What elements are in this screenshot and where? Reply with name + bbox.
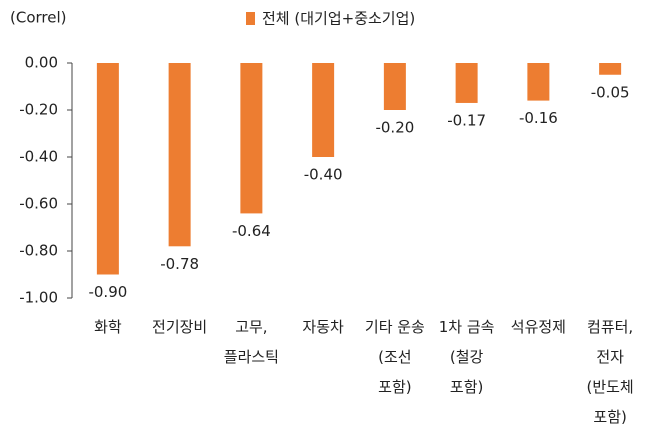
bar	[527, 63, 550, 101]
y-tick-label: 0.00	[25, 54, 58, 72]
value-label: -0.90	[88, 283, 127, 301]
bar	[96, 63, 119, 275]
value-label: -0.05	[591, 83, 630, 101]
value-label: -0.16	[519, 109, 558, 127]
x-tick-label: 1차 금속 (철강 포함)	[438, 318, 495, 396]
x-tick-label: 기타 운송 (조선 포함)	[364, 318, 425, 396]
bar	[599, 63, 622, 75]
y-tick-label: -0.80	[19, 242, 58, 260]
x-tick-label: 고무, 플라스틱	[223, 318, 279, 366]
y-tick-label: -0.40	[19, 148, 58, 166]
bar	[240, 63, 263, 214]
x-tick-label: 전기장비	[152, 318, 208, 336]
y-tick-label: -0.20	[19, 101, 58, 119]
bar	[312, 63, 335, 157]
value-label: -0.78	[160, 255, 199, 273]
value-label: -0.40	[304, 166, 343, 184]
legend-swatch	[246, 12, 255, 25]
value-label: -0.17	[447, 111, 486, 129]
x-tick-label: 석유정제	[510, 318, 566, 336]
value-label: -0.20	[375, 119, 414, 137]
y-axis-label: (Correl)	[10, 9, 67, 27]
value-label: -0.64	[232, 222, 271, 240]
y-tick-label: -1.00	[19, 289, 58, 307]
x-tick-label: 컴퓨터, 전자 (반도체 포함)	[586, 318, 634, 426]
x-tick-label: 화학	[94, 318, 122, 336]
bar	[455, 63, 478, 103]
bar	[383, 63, 406, 110]
bar	[168, 63, 191, 247]
legend-label: 전체 (대기업+중소기업)	[262, 10, 415, 28]
x-tick-label: 자동차	[302, 318, 344, 336]
y-tick-label: -0.60	[19, 195, 58, 213]
